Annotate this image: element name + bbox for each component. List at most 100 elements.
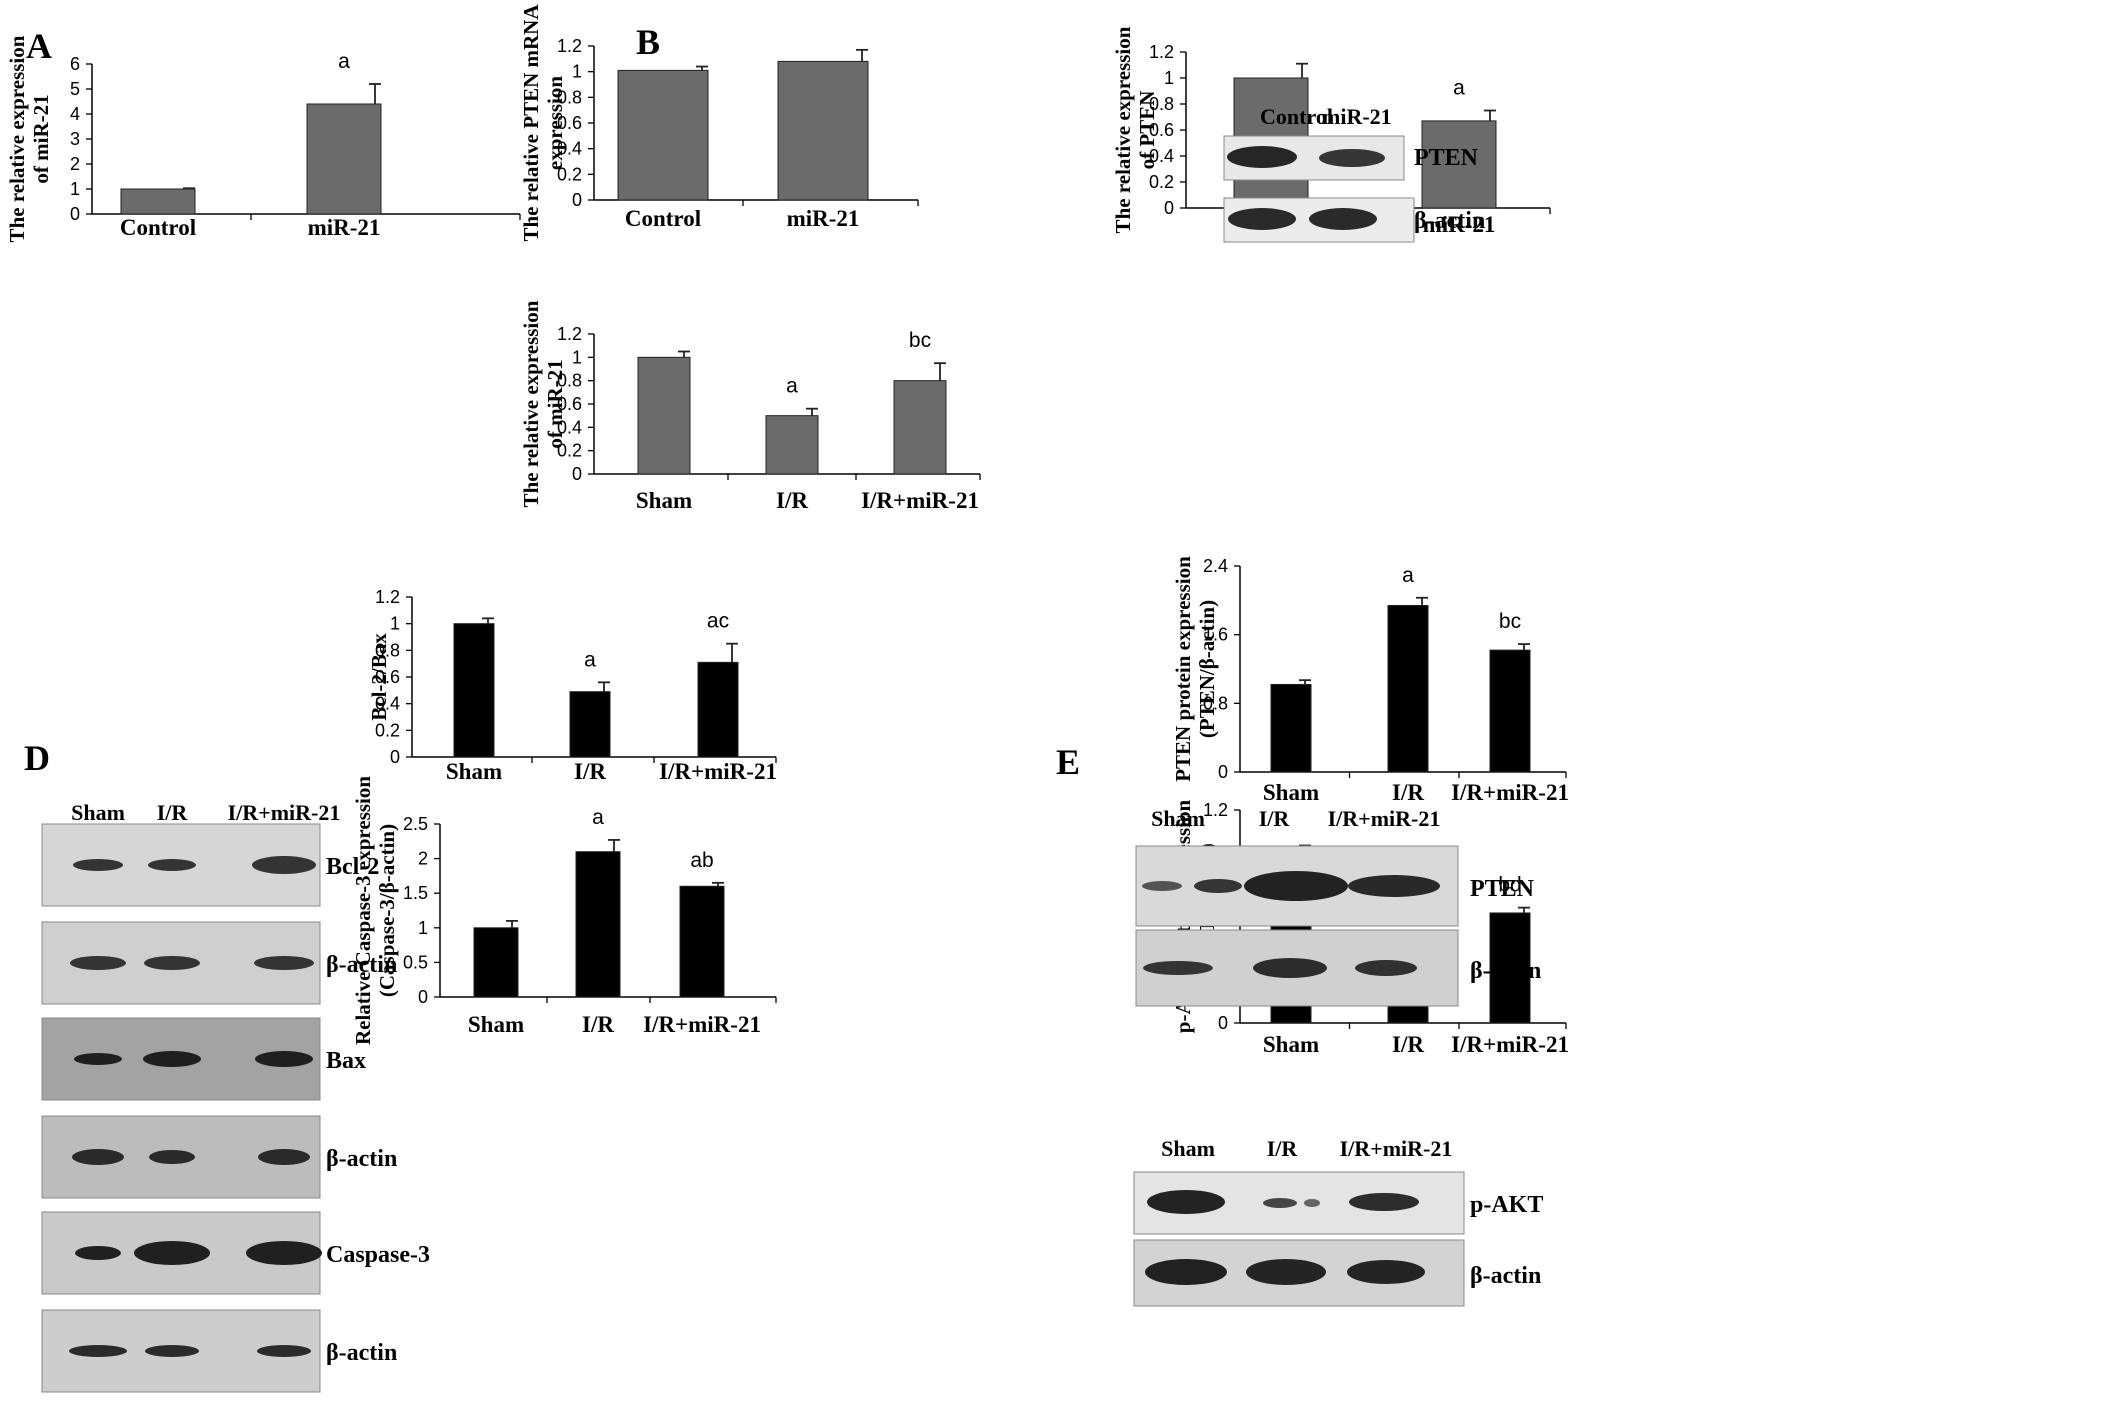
blot-row-label: β-actin [326, 1340, 397, 1366]
y-axis-label-line: of miR-21 [543, 359, 567, 448]
y-axis-label-line: (PTEN/β-actin) [1195, 600, 1219, 738]
blot-band [1244, 871, 1348, 901]
blot-header-label: Sham [1151, 806, 1205, 831]
y-tick-label: 1.6 [1203, 625, 1228, 645]
y-tick-label: 2 [418, 849, 428, 869]
blot-band [143, 1051, 201, 1067]
y-tick-label: 0.6 [375, 667, 400, 687]
y-tick-label: 5 [70, 79, 80, 99]
bar-sham [1270, 683, 1312, 773]
blot-band [1355, 960, 1417, 976]
y-tick-label: 0.8 [1149, 94, 1174, 114]
category-label: I/R+miR-21 [643, 1012, 761, 1037]
category-label: miR-21 [308, 215, 381, 240]
bar-mir-21 [306, 103, 382, 215]
chart-a: 0 1 2 3 4 5 6 Control a miR-21 The relative expres… [5, 35, 521, 242]
blot-header-label: Sham [71, 800, 125, 825]
blot-band [1228, 208, 1296, 230]
y-axis-label-line: of miR-21 [29, 94, 53, 183]
y-tick-label: 1.5 [403, 883, 428, 903]
category-label: miR-21 [787, 206, 860, 231]
chart-b1: 0 0.2 0.4 0.6 0.8 1 1.2 Control miR-21 The relati… [519, 4, 919, 242]
y-tick-label: 0.4 [557, 417, 582, 437]
y-axis-label-line: (Caspase-3/β-actin) [375, 824, 399, 997]
y-tick-label: 4 [70, 104, 80, 124]
bar-i-r-mir-21 [679, 885, 725, 998]
y-axis-label: The relative PTEN mRNAexpression [519, 4, 567, 242]
charts-layer: 0 1 2 3 4 5 6 Control a miR-21 The relative expres… [5, 4, 1569, 1057]
y-tick-label: 0.8 [1203, 693, 1228, 713]
significance-label: a [1402, 564, 1414, 587]
significance-label: ab [690, 849, 713, 872]
chart-d1: 0 0.2 0.4 0.6 0.8 1 1.2 Sham a I/R ac I/R+miR-21 Bcl… [367, 587, 777, 784]
blot-band [148, 859, 196, 871]
y-tick-label: 0 [418, 987, 428, 1007]
y-tick-label: 0 [1218, 1013, 1228, 1033]
category-label: Sham [468, 1012, 524, 1037]
y-tick-label: 0 [390, 747, 400, 767]
category-label: Sham [636, 488, 692, 513]
y-tick-label: 0 [1218, 762, 1228, 782]
y-tick-label: 0 [572, 190, 582, 210]
blot-band [257, 1345, 311, 1357]
significance-label: a [786, 375, 798, 398]
y-tick-label: 0.6 [557, 394, 582, 414]
blot-band [246, 1241, 322, 1265]
bar-i-r [1387, 604, 1429, 773]
blot-panel-e-upper: Sham I/R I/R+miR-21 PTEN β-actin [1135, 806, 1541, 1007]
blot-header-label: I/R [1259, 806, 1291, 831]
y-tick-label: 0.2 [557, 164, 582, 184]
blot-row-label: β-actin [1414, 208, 1485, 234]
blot-header-label: I/R+miR-21 [1328, 806, 1441, 831]
bar-control [120, 188, 196, 215]
blot-row-label: Bcl-2 [326, 854, 379, 880]
y-tick-label: 1 [70, 179, 80, 199]
bar-sham [453, 623, 495, 758]
blot-band [74, 1053, 122, 1065]
blot-band [258, 1149, 310, 1165]
y-axis-label: Relative Caspase-3 expression(Caspase-3/… [351, 776, 399, 1045]
category-label: I/R+miR-21 [659, 759, 777, 784]
blot-band [73, 859, 123, 871]
blot-row-label: Caspase-3 [326, 1242, 430, 1268]
bar-control [617, 69, 709, 201]
blot-row-label: β-actin [326, 1146, 397, 1172]
category-label: Sham [446, 759, 502, 784]
significance-label: bd [1498, 874, 1521, 897]
y-tick-label: 0.8 [375, 640, 400, 660]
category-label: I/R+miR-21 [861, 488, 979, 513]
y-tick-label: 1 [390, 614, 400, 634]
category-label: Control [120, 215, 196, 240]
blot-band [1145, 1259, 1227, 1285]
panel-label-e: E [1056, 742, 1080, 782]
significance-label: bc [909, 329, 931, 352]
y-tick-label: 1 [572, 62, 582, 82]
blot-header-label: I/R+miR-21 [228, 800, 341, 825]
y-tick-label: 0.4 [375, 694, 400, 714]
category-label: I/R [776, 488, 808, 513]
y-axis-label: The relative expressionof PTEN [1111, 26, 1159, 233]
y-tick-label: 1.2 [1149, 42, 1174, 62]
bar-mir-21 [1421, 120, 1497, 209]
y-axis-label: The relative expressionof miR-21 [5, 35, 53, 242]
chart-d2: 0 0.5 1 1.5 2 2.5 Sham a I/R ab I/R+miR-21 Relative… [351, 776, 777, 1045]
blot-row-label: p-AKT [1470, 1192, 1543, 1218]
blot-band [69, 1345, 127, 1357]
y-tick-label: 1.2 [1203, 800, 1228, 820]
blot-row-label: PTEN [1470, 876, 1535, 902]
blot-band [1309, 208, 1377, 230]
y-axis-label: Bcl-2/Bax [367, 633, 391, 721]
significance-label: a [338, 50, 350, 73]
bar-i-r-mir-21 [893, 380, 947, 475]
blot-band [1319, 149, 1385, 167]
blot-band [1142, 881, 1182, 891]
blot-band [1263, 1198, 1297, 1208]
blot-row-label: β-actin [1470, 958, 1541, 984]
blot-band [72, 1149, 124, 1165]
bar-sham [473, 927, 519, 998]
y-axis-label-line: expression [543, 76, 567, 170]
blot-band [145, 1345, 199, 1357]
